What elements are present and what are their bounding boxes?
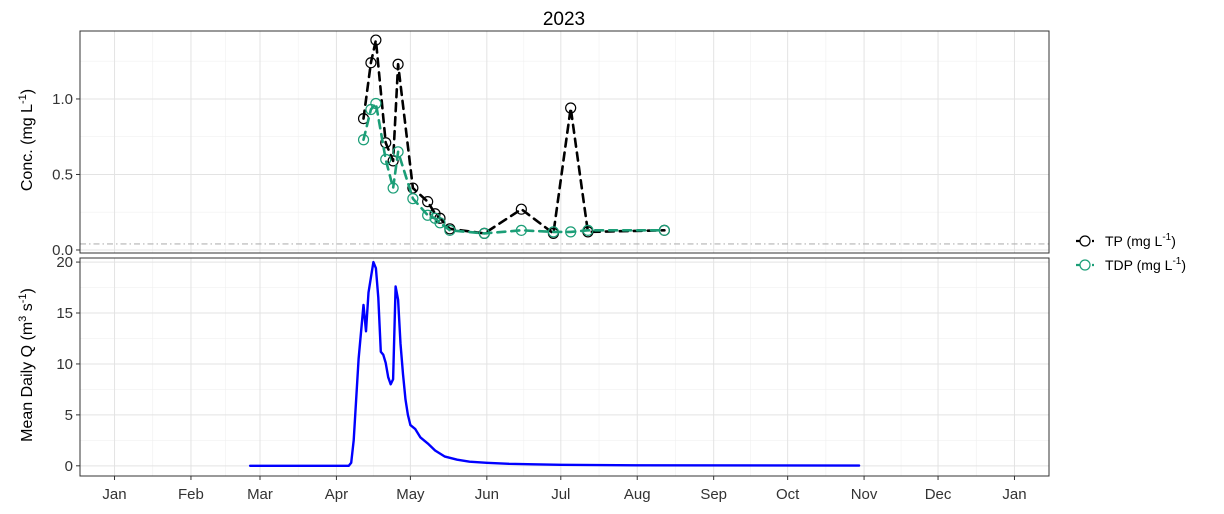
y-tick-label: 0 — [65, 458, 73, 475]
tdp-point — [434, 217, 446, 229]
discharge-axis-title: Mean Daily Q (m3 s-1) — [17, 288, 36, 442]
panel-background — [80, 258, 1049, 476]
tdp-point — [444, 224, 456, 236]
x-tick-label: Sep — [700, 486, 727, 503]
x-tick-label: Jan — [102, 486, 126, 503]
tp-point — [387, 155, 399, 167]
tp-point — [365, 57, 377, 69]
tdp-point — [380, 153, 392, 165]
x-axis: Jan Feb Mar Apr May Jun Jul Aug Sep Oct Nov Dec Jan — [102, 476, 1027, 503]
legend: TP (mg L-1) TDP (mg L-1) — [1076, 232, 1186, 273]
x-tick-label: Feb — [178, 486, 204, 503]
tdp-point — [565, 226, 577, 238]
y-tick-label: 0.0 — [52, 242, 73, 259]
legend-tdp-label: TDP (mg L-1) — [1105, 256, 1186, 273]
x-tick-label: Dec — [925, 486, 952, 503]
chart-title: 2023 — [543, 9, 585, 30]
x-tick-label: Oct — [776, 486, 800, 503]
x-tick-label: May — [396, 486, 425, 503]
tdp-point — [478, 227, 490, 239]
tp-point — [370, 34, 382, 46]
x-tick-label: Jun — [475, 486, 499, 503]
panel-background — [80, 31, 1049, 253]
tp-point — [515, 203, 527, 215]
tp-point — [380, 137, 392, 149]
tp-point — [392, 58, 404, 70]
x-tick-label: Jul — [551, 486, 570, 503]
concentration-axis-title: Conc. (mg L-1) — [17, 89, 36, 191]
tdp-point — [547, 226, 560, 238]
tp-point — [422, 196, 434, 208]
tp-point — [565, 102, 577, 114]
tdp-point — [392, 146, 404, 158]
x-tick-label: Apr — [325, 486, 348, 503]
legend-tp-label: TP (mg L-1) — [1105, 232, 1176, 249]
tp-series-line — [362, 38, 666, 235]
tdp-point — [387, 182, 399, 194]
x-tick-label: Mar — [247, 486, 273, 503]
legend-item-tp: TP (mg L-1) — [1076, 232, 1176, 249]
panel-border — [79, 30, 1050, 254]
concentration-panel: 0.0 0.5 1.0 — [52, 30, 1050, 259]
tdp-point — [357, 134, 370, 146]
legend-tdp-marker — [1079, 259, 1091, 271]
tdp-point — [407, 193, 419, 205]
y-tick-label: 20 — [56, 254, 73, 271]
discharge-panel: 0 5 10 15 20 — [56, 254, 1050, 477]
y-tick-label: 1.0 — [52, 91, 73, 108]
y-tick-label: 10 — [56, 356, 73, 373]
panel-border — [79, 257, 1050, 477]
y-tick-label: 5 — [65, 407, 73, 424]
tdp-point — [422, 209, 434, 221]
tdp-point — [658, 224, 670, 236]
y-tick-label: 0.5 — [52, 166, 73, 183]
x-tick-label: Jan — [1002, 486, 1026, 503]
q-series-line — [248, 260, 861, 467]
tdp-series-line — [362, 102, 666, 235]
tdp-point — [515, 224, 527, 236]
x-tick-label: Nov — [851, 486, 878, 503]
tdp-point — [370, 97, 382, 110]
legend-tp-marker — [1079, 235, 1091, 247]
y-tick-label: 15 — [56, 305, 73, 322]
x-tick-label: Aug — [624, 486, 651, 503]
tdp-point — [582, 224, 594, 236]
legend-item-tdp: TDP (mg L-1) — [1076, 256, 1186, 273]
